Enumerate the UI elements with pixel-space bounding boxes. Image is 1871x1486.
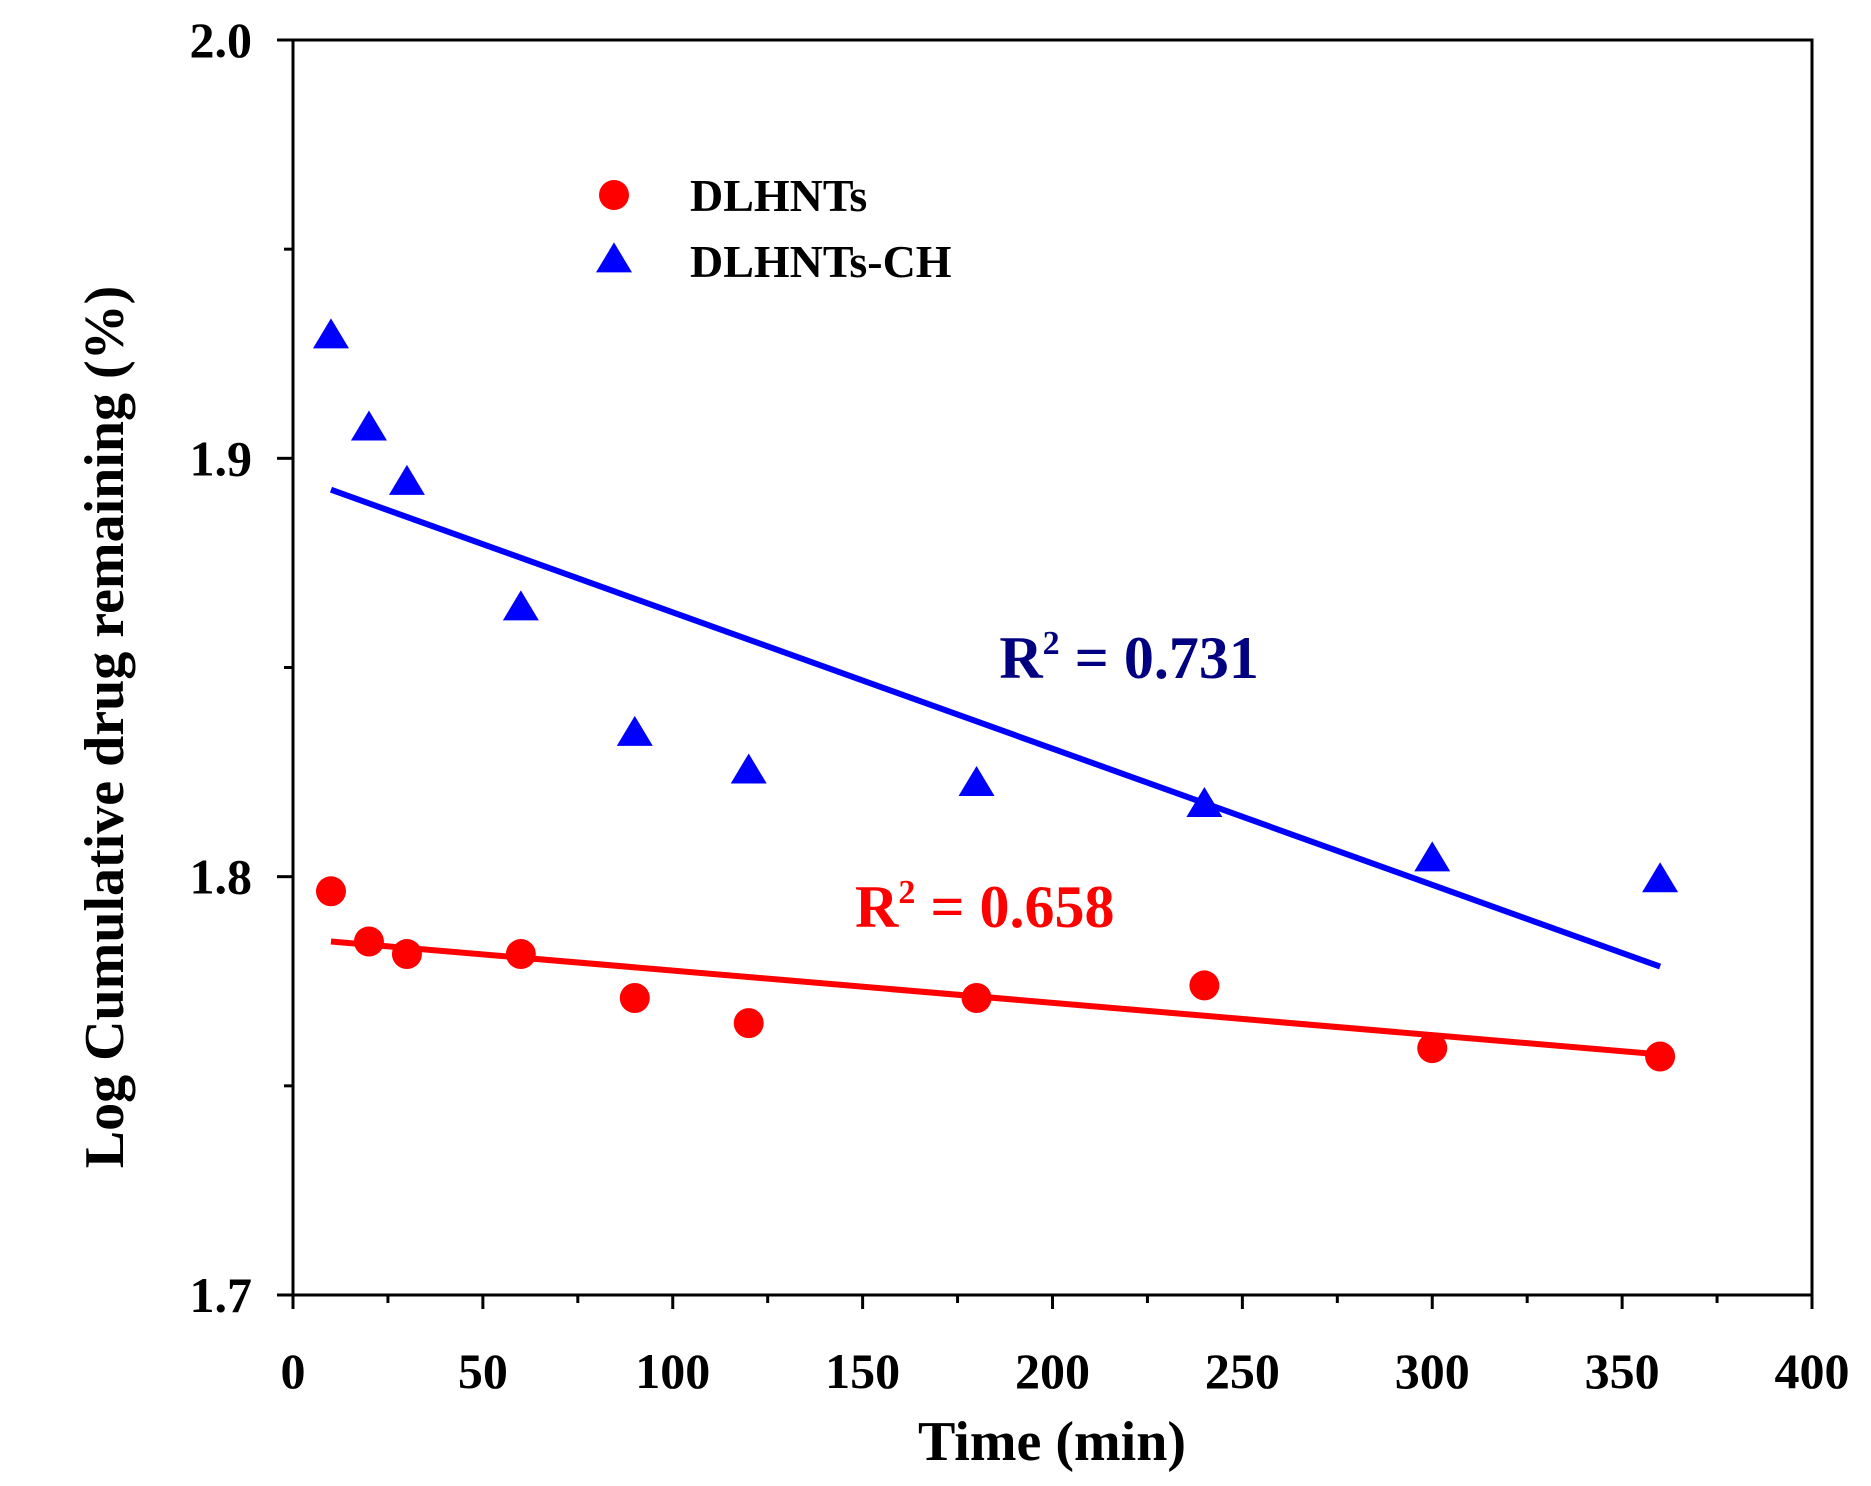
data-point-dlhnts-ch (502, 590, 539, 621)
legend: DLHNTs DLHNTs-CH (596, 170, 952, 287)
data-point-dlhnts-ch (388, 464, 425, 495)
x-tick-label: 50 (458, 1343, 508, 1399)
fit-line-dlhnts-ch (329, 486, 1662, 970)
r-squared-annotation: R2 = 0.731 (999, 625, 1259, 691)
data-point-dlhnts-ch (1414, 841, 1451, 872)
data-point-dlhnts-ch (1642, 862, 1679, 893)
data-point-dlhnts (315, 876, 346, 907)
r-squared-annotation: R2 = 0.658 (855, 874, 1115, 940)
data-point-dlhnts (733, 1008, 764, 1039)
data-point-dlhnts-ch (312, 318, 349, 349)
x-tick-label: 200 (1015, 1343, 1090, 1399)
r-squared-annotations: R2 = 0.658 R2 = 0.731 (855, 625, 1259, 940)
y-tick-label: 2.0 (190, 12, 253, 68)
data-point-dlhnts (1645, 1041, 1676, 1072)
x-tick-label: 300 (1395, 1343, 1470, 1399)
y-axis-label: Log Cumulative drug remaining (%) (74, 286, 136, 1169)
data-point-dlhnts (619, 982, 650, 1013)
x-axis-ticks: 0 50 100 150 200 250 300 350 400 (281, 1295, 1850, 1399)
y-tick-label: 1.9 (190, 430, 253, 486)
x-tick-label: 250 (1205, 1343, 1280, 1399)
data-point-dlhnts (391, 939, 422, 970)
y-tick-label: 1.8 (190, 849, 253, 905)
x-axis-label: Time (min) (918, 1411, 1186, 1473)
x-tick-label: 350 (1585, 1343, 1660, 1399)
x-tick-label: 0 (281, 1343, 306, 1399)
plot-frame (291, 38, 1814, 1297)
legend-marker (596, 242, 632, 273)
x-tick-label: 150 (825, 1343, 900, 1399)
data-points (312, 318, 1679, 1072)
data-point-dlhnts-ch (616, 715, 653, 746)
data-point-dlhnts-ch (1186, 786, 1223, 817)
data-point-dlhnts (505, 939, 536, 970)
y-axis-ticks: 1.7 1.8 1.9 2.0 (190, 12, 293, 1323)
y-tick-label: 1.7 (190, 1267, 253, 1323)
data-point-dlhnts-ch (958, 766, 995, 797)
data-point-dlhnts (961, 982, 992, 1013)
data-point-dlhnts (1417, 1033, 1448, 1064)
data-point-dlhnts-ch (730, 753, 767, 784)
data-point-dlhnts-ch (350, 410, 387, 441)
x-tick-label: 400 (1775, 1343, 1850, 1399)
fit-lines (329, 486, 1662, 1058)
data-point-dlhnts (353, 926, 384, 957)
data-point-dlhnts (1189, 970, 1220, 1001)
legend-label: DLHNTs-CH (690, 236, 952, 287)
legend-label: DLHNTs (690, 170, 867, 221)
legend-marker (599, 180, 629, 210)
x-tick-label: 100 (635, 1343, 710, 1399)
